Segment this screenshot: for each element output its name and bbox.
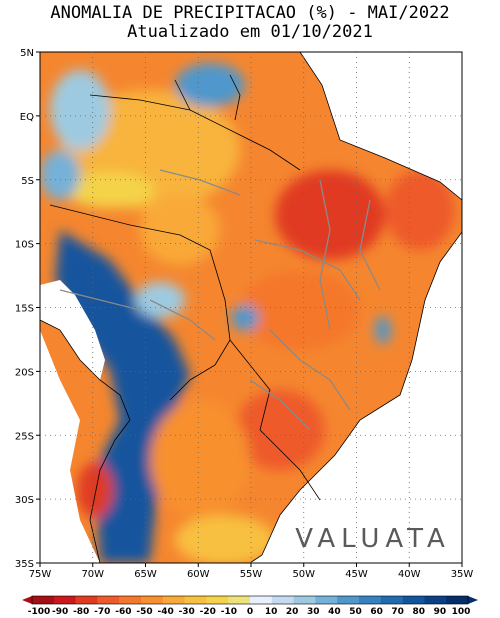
colorbar-label: 70 [391,607,404,617]
longitude-label: 70W [81,569,104,580]
latitude-label: 5N [20,48,34,59]
colorbar-swatch [337,596,360,604]
colorbar-label: 60 [370,607,383,617]
colorbar-label: 100 [452,607,471,617]
latitude-label: 10S [15,240,34,251]
longitude-label: 65W [134,569,157,580]
colorbar-label: -30 [179,607,195,617]
latitude-labels: 5N EQ 5S 10S 15S 20S 25S 30S 35S [15,48,34,570]
colorbar-label: -90 [52,607,68,617]
colorbar-swatch [293,596,316,604]
colorbar-label: 90 [434,607,447,617]
longitude-label: 60W [187,569,210,580]
longitude-label: 50W [292,569,315,580]
colorbar-label: 80 [413,607,426,617]
colorbar-swatch [271,596,294,604]
colorbar-swatch [380,596,403,604]
longitude-label: 35W [451,569,474,580]
colorbar-label: 0 [247,607,253,617]
latitude-label: 5S [21,176,34,187]
colorbar-swatch [228,596,251,604]
colorbar-left-arrow [22,596,32,604]
longitude-label: 40W [398,569,421,580]
colorbar-swatch [402,596,425,604]
colorbar-swatch [141,596,164,604]
colorbar-label: -60 [115,607,131,617]
colorbar-swatch [162,596,185,604]
colorbar-label: -70 [94,607,110,617]
longitude-labels: 75W 70W 65W 60W 55W 50W 45W 40W 35W [29,569,474,580]
state-borders [59,169,381,431]
colorbar-swatch [250,596,273,604]
colorbar-label: -20 [200,607,216,617]
latitude-label: 35S [15,559,34,570]
watermark-logo: VALUATA [295,524,451,554]
colorbar-label: -80 [73,607,89,617]
colorbar-swatch [315,596,338,604]
colorbar-label: -10 [221,607,237,617]
colorbar-right-arrow [468,596,478,604]
colorbar-label: -50 [136,607,152,617]
anomaly-field [40,52,462,563]
country-borders [40,52,462,563]
graticule [36,51,463,567]
longitude-label: 75W [29,569,52,580]
colorbar-label: 30 [307,607,320,617]
latitude-label: 30S [15,495,34,506]
latitude-label: 25S [15,431,34,442]
colorbar-swatch [184,596,207,604]
latitude-label: 15S [15,304,34,315]
colorbar-label: 40 [328,607,341,617]
map-title: ANOMALIA DE PRECIPITACAO (%) - MAI/2022 [50,3,450,23]
colorbar-swatch [119,596,142,604]
colorbar-swatch [206,596,229,604]
colorbar-swatch [97,596,120,604]
colorbar-swatch [359,596,382,604]
colorbar [22,595,478,605]
colorbar-label: 20 [286,607,299,617]
latitude-label: 20S [15,367,34,378]
colorbar-swatch [75,596,98,604]
latitude-label: EQ [20,112,34,123]
map-subtitle: Atualizado em 01/10/2021 [127,22,373,42]
colorbar-swatch [53,596,76,604]
colorbar-labels: -100 -90 -80 -70 -60 -50 -40 -30 -20 -10 0 10 20 30 40… [28,607,471,617]
colorbar-swatch [424,596,447,604]
colorbar-swatch [446,596,469,604]
colorbar-swatch [32,596,55,604]
longitude-label: 45W [345,569,368,580]
colorbar-label: 50 [349,607,362,617]
colorbar-label: 10 [265,607,278,617]
colorbar-label: -100 [28,607,51,617]
longitude-label: 55W [240,569,263,580]
colorbar-label: -40 [157,607,173,617]
